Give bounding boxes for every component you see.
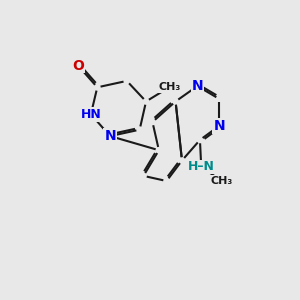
Text: CH₃: CH₃ <box>158 82 180 92</box>
Text: O: O <box>72 58 84 73</box>
Text: N: N <box>104 129 116 143</box>
Text: N: N <box>192 79 203 93</box>
Text: N: N <box>213 119 225 133</box>
Text: H–N: H–N <box>188 160 215 173</box>
Text: HN: HN <box>80 108 101 121</box>
Text: CH₃: CH₃ <box>211 176 233 186</box>
